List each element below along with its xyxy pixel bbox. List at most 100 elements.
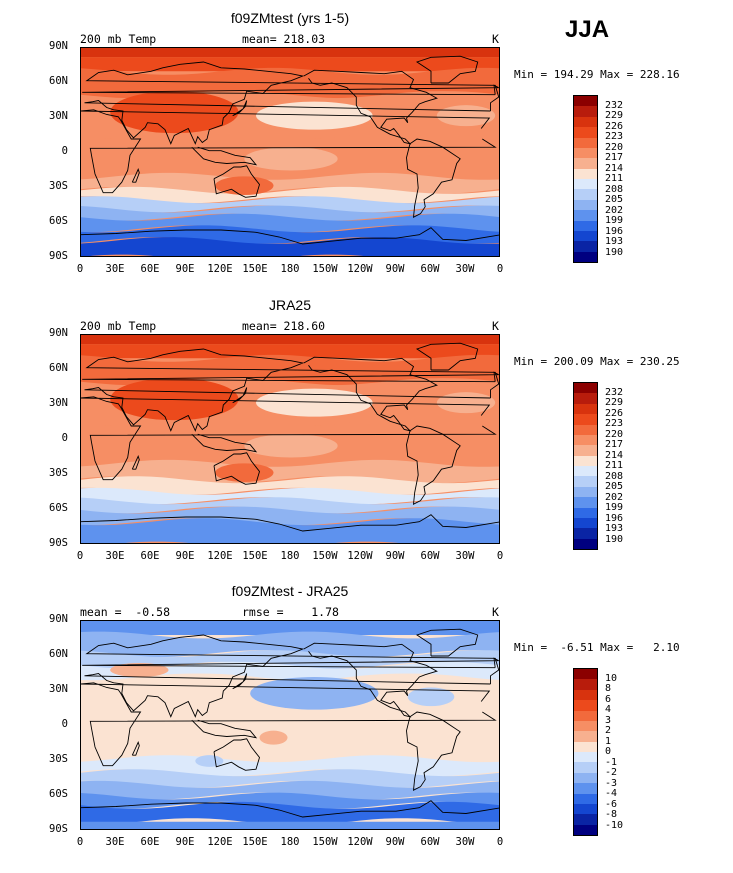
colorbar-label: 223: [605, 131, 624, 142]
contour-blob: [436, 105, 496, 127]
colorbar-swatch: [574, 772, 597, 784]
coastline: [84, 634, 499, 718]
colorbar-swatch: [574, 251, 597, 262]
colorbar-label: -4: [605, 788, 618, 799]
coastline: [232, 387, 248, 404]
lon-tick-label: 90E: [175, 263, 195, 275]
colorbar-swatch: [574, 116, 597, 128]
colorbar-swatch: [574, 168, 597, 179]
colorbar-label: 205: [605, 194, 624, 205]
contour-band: [81, 821, 499, 829]
contour-band: [81, 780, 499, 800]
lon-tick-label: 120W: [347, 836, 373, 848]
coastline: [81, 109, 497, 194]
colorbar-label: 199: [605, 215, 624, 226]
lon-tick-label: 30E: [105, 550, 125, 562]
contour-blob: [407, 687, 455, 707]
coastline: [131, 455, 140, 470]
contour-band: [81, 459, 499, 484]
coastline: [191, 433, 258, 453]
units-label: K: [492, 32, 499, 46]
coastline: [406, 138, 461, 218]
colorbar-swatch: [574, 762, 597, 773]
lon-tick-label: 150W: [312, 550, 338, 562]
colorbar-label: 4: [605, 704, 612, 715]
colorbar-swatch: [574, 137, 597, 148]
map-plot: [80, 47, 500, 257]
colorbar-swatch: [574, 179, 597, 190]
contour-blob: [436, 392, 496, 414]
colorbar-swatch: [574, 538, 597, 549]
colorbar-label: 205: [605, 481, 624, 492]
panel-obs: JRA25 200 mb Temp mean= 218.60 K Min = 2…: [0, 297, 733, 587]
lon-tick-label: 180: [280, 836, 300, 848]
colorbar-label: 2: [605, 725, 612, 736]
coastline: [303, 69, 438, 145]
lon-tick-label: 90W: [385, 550, 405, 562]
colorbar-swatch: [574, 230, 597, 242]
coastline: [82, 371, 499, 383]
lon-tick-label: 60W: [420, 263, 440, 275]
lon-tick-label: 0: [496, 836, 504, 848]
lon-tick-label: 30W: [455, 836, 475, 848]
colorbar-swatch: [574, 241, 597, 252]
colorbar-swatch: [574, 434, 597, 446]
coastline: [415, 628, 479, 657]
minmax-label: Min = -6.51 Max = 2.10: [514, 641, 680, 654]
contour-band: [81, 205, 499, 221]
lon-tick-label: 30W: [455, 550, 475, 562]
lon-tick-label: 90W: [385, 263, 405, 275]
contour-band: [81, 48, 499, 58]
colorbar-swatch: [574, 497, 597, 508]
coastline: [81, 396, 497, 481]
lat-tick-label: 90S: [49, 823, 68, 835]
map-canvas: [81, 48, 499, 256]
coastline: [303, 642, 438, 718]
lat-tick-label: 0: [61, 718, 68, 730]
colorbar-label: 220: [605, 141, 624, 153]
colorbar-swatch: [574, 689, 597, 701]
coastline: [415, 342, 479, 371]
colorbar-label: 220: [605, 428, 624, 440]
coastline: [191, 146, 258, 166]
lat-tick-label: 30N: [49, 110, 68, 122]
lon-tick-label: 90W: [385, 836, 405, 848]
lat-tick-label: 0: [61, 145, 68, 157]
colorbar-swatch: [574, 127, 597, 138]
colorbar: [573, 95, 598, 263]
contour-blob: [110, 663, 169, 677]
contour-band: [81, 335, 499, 345]
colorbar-label: -2: [605, 767, 618, 778]
mean-label: mean = -0.58: [80, 605, 171, 619]
coastline: [213, 738, 260, 771]
colorbar-label: 229: [605, 110, 624, 121]
lat-tick-label: 90N: [49, 613, 68, 625]
contour-band: [81, 673, 499, 763]
panel-model: f09ZMtest (yrs 1-5) 200 mb Temp mean= 21…: [0, 10, 733, 300]
lon-tick-label: 60E: [140, 263, 160, 275]
colorbar: [573, 668, 598, 836]
coastline: [303, 356, 438, 432]
colorbar-swatch: [574, 199, 597, 211]
coastline: [415, 55, 479, 84]
coastline: [213, 452, 260, 485]
coastline: [82, 657, 499, 669]
colorbar-label: 193: [605, 236, 624, 247]
lat-tick-label: 90N: [49, 327, 68, 339]
contour-band: [81, 769, 499, 788]
map-canvas: [81, 335, 499, 543]
colorbar-swatch: [574, 476, 597, 487]
colorbar-swatch: [574, 383, 597, 394]
colorbar-swatch: [574, 741, 597, 752]
units-label: K: [492, 605, 499, 619]
contour-band: [81, 518, 499, 543]
lon-tick-label: 150W: [312, 263, 338, 275]
coastline: [82, 84, 499, 96]
contour-blob: [195, 755, 224, 767]
colorbar-label: 208: [605, 470, 624, 482]
colorbar-swatch: [574, 403, 597, 415]
colorbar-label: 208: [605, 183, 624, 195]
panel-title: JRA25: [268, 297, 312, 313]
colorbar-label: 196: [605, 225, 624, 237]
colorbar-swatch: [574, 414, 597, 425]
